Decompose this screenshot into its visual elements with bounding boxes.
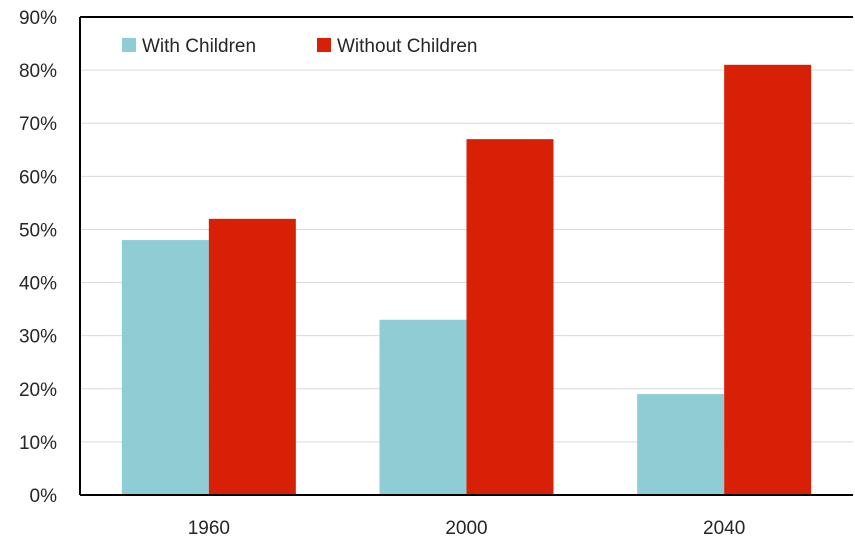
y-tick-label: 0% [30,486,58,507]
y-tick-label: 90% [19,8,57,29]
y-tick-label: 50% [19,220,57,241]
x-category-label: 2040 [703,518,745,539]
y-axis-tick-labels: 0% 10% 20% 30% 40% 50% 60% 70% 80% 90% [19,8,57,507]
y-tick-label: 60% [19,167,57,188]
bar-with-children-1960 [122,240,209,495]
y-tick-label: 40% [19,274,57,295]
y-tick-label: 20% [19,380,57,401]
y-tick-label: 80% [19,61,57,82]
bar-without-children-2000 [467,139,554,495]
bar-with-children-2040 [637,394,724,495]
bar-without-children-1960 [209,219,296,495]
y-tick-label: 30% [19,327,57,348]
legend-swatch [317,38,331,52]
x-category-label: 2000 [445,518,487,539]
bar-with-children-2000 [380,320,467,495]
legend: With Children Without Children [122,36,477,57]
bar-without-children-2040 [724,65,811,495]
x-category-label: 1960 [188,518,230,539]
x-axis-category-labels: 1960 2000 2040 [188,518,746,539]
legend-swatch [122,38,136,52]
y-tick-label: 10% [19,433,57,454]
legend-label: Without Children [337,36,477,57]
y-tick-label: 70% [19,114,57,135]
bars [122,65,811,495]
legend-label: With Children [142,36,256,57]
